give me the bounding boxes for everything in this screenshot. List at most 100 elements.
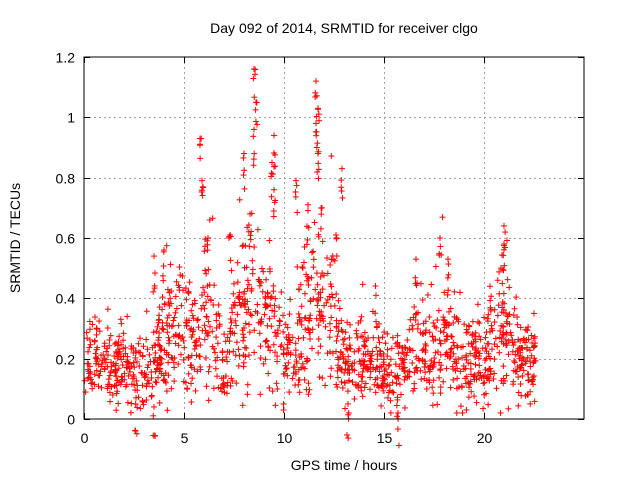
data-point [519, 372, 526, 379]
data-point [116, 333, 123, 340]
data-point [361, 329, 368, 336]
data-point [501, 262, 508, 269]
data-point [515, 402, 522, 409]
data-point [117, 381, 124, 388]
data-point [343, 345, 350, 352]
data-point [482, 334, 489, 341]
data-point [509, 348, 516, 355]
data-point [214, 340, 221, 347]
data-point [86, 326, 93, 333]
data-point [124, 353, 131, 360]
data-point [180, 378, 187, 385]
data-point [203, 383, 210, 390]
data-point [358, 383, 365, 390]
data-point [323, 255, 330, 262]
data-point [471, 393, 478, 400]
data-point [115, 339, 122, 346]
data-point [240, 154, 247, 161]
data-point [166, 312, 173, 319]
data-point [223, 390, 230, 397]
data-point [321, 302, 328, 309]
data-point [240, 337, 247, 344]
data-point [437, 390, 444, 397]
data-point [530, 359, 537, 366]
data-point [269, 388, 276, 395]
data-point [487, 365, 494, 372]
data-point [84, 366, 91, 373]
axis-ticks [84, 57, 584, 420]
data-point [317, 294, 324, 301]
data-point [270, 282, 277, 289]
data-point [441, 289, 448, 296]
data-point [257, 391, 264, 398]
data-point [148, 374, 155, 381]
data-point [411, 369, 418, 376]
data-point [214, 354, 221, 361]
data-point [331, 257, 338, 264]
data-point [190, 315, 197, 322]
data-point [385, 389, 392, 396]
data-point [411, 303, 418, 310]
data-point [235, 362, 242, 369]
data-point [508, 332, 515, 339]
data-point [367, 374, 374, 381]
data-point [81, 377, 88, 384]
data-point [94, 355, 101, 362]
data-point [117, 316, 124, 323]
data-point [219, 357, 226, 364]
data-point [305, 317, 312, 324]
data-point [485, 340, 492, 347]
data-point [292, 382, 299, 389]
data-point [319, 286, 326, 293]
data-point [514, 348, 521, 355]
data-point [459, 409, 466, 416]
data-point [392, 340, 399, 347]
data-point [224, 334, 231, 341]
data-point [436, 337, 443, 344]
data-point [527, 347, 534, 354]
data-point [85, 374, 92, 381]
data-point [114, 353, 121, 360]
x-axis-label: GPS time / hours [291, 457, 398, 473]
data-point [241, 185, 248, 192]
data-point [475, 355, 482, 362]
data-point [375, 334, 382, 341]
data-point [474, 318, 481, 325]
data-point [151, 342, 158, 349]
data-point [163, 320, 170, 327]
data-point [346, 334, 353, 341]
data-point [300, 334, 307, 341]
data-point [461, 321, 468, 328]
data-point [514, 314, 521, 321]
data-point [491, 370, 498, 377]
data-point [176, 284, 183, 291]
data-point [502, 336, 509, 343]
data-point [345, 435, 352, 442]
data-point [503, 318, 510, 325]
data-point [156, 361, 163, 368]
data-point [101, 355, 108, 362]
data-point [305, 282, 312, 289]
data-point [473, 399, 480, 406]
data-point [315, 111, 322, 118]
data-point [318, 205, 325, 212]
data-point [429, 402, 436, 409]
data-point [419, 347, 426, 354]
data-point [188, 325, 195, 332]
data-point [352, 381, 359, 388]
data-point [265, 370, 272, 377]
data-point [89, 321, 96, 328]
data-point [333, 324, 340, 331]
data-point [177, 272, 184, 279]
data-point [450, 319, 457, 326]
data-point [205, 318, 212, 325]
data-point [493, 385, 500, 392]
data-point [388, 345, 395, 352]
data-point [505, 351, 512, 358]
data-point [192, 342, 199, 349]
data-point [497, 327, 504, 334]
data-point [365, 334, 372, 341]
data-point [307, 312, 314, 319]
data-point [454, 344, 461, 351]
data-point [271, 308, 278, 315]
